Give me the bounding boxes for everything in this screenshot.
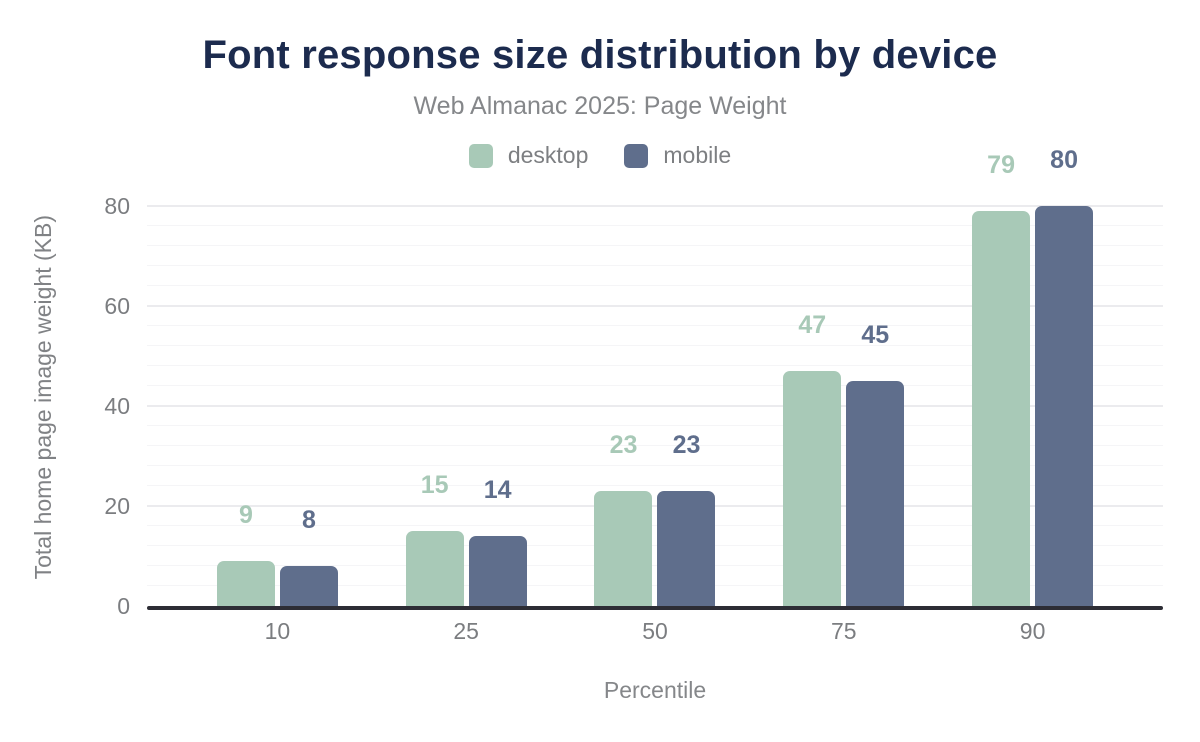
legend-label-mobile: mobile	[663, 142, 732, 168]
bar-label-desktop-p90: 79	[987, 151, 1015, 179]
chart-subtitle: Web Almanac 2025: Page Weight	[413, 92, 787, 120]
bar-label-mobile-p25: 14	[483, 476, 512, 504]
x-axis-tick-labels: 10 25 50 75 90	[183, 618, 1127, 645]
major-gridline	[147, 305, 1163, 307]
bar-label-desktop-p50: 23	[609, 431, 638, 459]
y-tick-label: 40	[104, 393, 130, 419]
minor-gridline	[147, 245, 1163, 246]
bar-group-p50: 23 23	[561, 185, 750, 606]
legend-item-desktop: desktop	[468, 142, 589, 169]
plot-area: 9 8 15 14 23 23 47 45 79 80	[147, 148, 1163, 610]
x-tick-label-75: 75	[830, 618, 857, 644]
minor-gridline	[147, 545, 1163, 546]
bar-mobile-p50	[657, 491, 716, 606]
legend-label-desktop: desktop	[507, 142, 589, 168]
bar-group-p90: 79 80	[938, 148, 1127, 606]
minor-gridline	[147, 485, 1163, 486]
major-gridline	[147, 505, 1163, 507]
bar-label-mobile-p50: 23	[672, 431, 701, 459]
y-tick-label: 0	[117, 593, 130, 619]
bar-label-mobile-p75: 45	[861, 321, 890, 349]
bar-label-desktop-p25: 15	[420, 471, 449, 499]
minor-gridline	[147, 425, 1163, 426]
bar-mobile-p25	[468, 536, 527, 606]
bar-groups: 9 8 15 14 23 23 47 45 79 80	[183, 148, 1127, 606]
x-axis-title: Percentile	[603, 677, 707, 703]
x-tick-label-10: 10	[264, 618, 291, 644]
bar-group-p75: 47 45	[749, 185, 938, 606]
bar-group-p25: 15 14	[372, 185, 561, 606]
bar-desktop-p50	[594, 491, 653, 606]
minor-gridline	[147, 325, 1163, 326]
legend: desktop mobile	[0, 142, 1200, 169]
bar-mobile-p75	[846, 381, 905, 606]
bar-desktop-p25	[405, 531, 464, 606]
minor-gridline	[147, 385, 1163, 386]
minor-gridline	[147, 225, 1163, 226]
y-tick-label: 20	[104, 493, 130, 519]
bar-desktop-p10	[216, 561, 275, 606]
x-tick-label-90: 90	[1019, 618, 1046, 644]
bar-label-mobile-p10: 8	[301, 506, 316, 534]
y-tick-label: 80	[104, 193, 130, 219]
minor-gridline	[147, 445, 1163, 446]
minor-gridline	[147, 265, 1163, 266]
bar-mobile-p90	[1035, 206, 1094, 606]
desktop-swatch-icon	[468, 143, 493, 168]
major-gridline	[147, 205, 1163, 207]
y-axis-tick-labels: 0 20 40 60 80	[0, 185, 130, 619]
bar-label-mobile-p90: 80	[1050, 146, 1078, 174]
minor-gridline	[147, 345, 1163, 346]
x-tick-label-50: 50	[642, 618, 668, 644]
bar-label-desktop-p75: 47	[798, 311, 827, 339]
major-gridline	[147, 405, 1163, 407]
x-tick-label-25: 25	[453, 618, 479, 644]
y-tick-label: 60	[104, 293, 130, 319]
bar-desktop-p75	[783, 371, 842, 606]
legend-item-mobile: mobile	[624, 142, 731, 169]
mobile-swatch-icon	[624, 143, 649, 168]
minor-gridline	[147, 565, 1163, 566]
chart-title: Font response size distribution by devic…	[202, 33, 998, 77]
minor-gridline	[147, 365, 1163, 366]
bar-desktop-p90	[972, 211, 1031, 606]
bar-mobile-p10	[279, 566, 338, 606]
minor-gridline	[147, 465, 1163, 466]
x-axis-line	[147, 606, 1163, 610]
minor-gridline	[147, 525, 1163, 526]
minor-gridline	[147, 585, 1163, 586]
bar-label-desktop-p10: 9	[238, 501, 253, 529]
minor-gridline	[147, 285, 1163, 286]
